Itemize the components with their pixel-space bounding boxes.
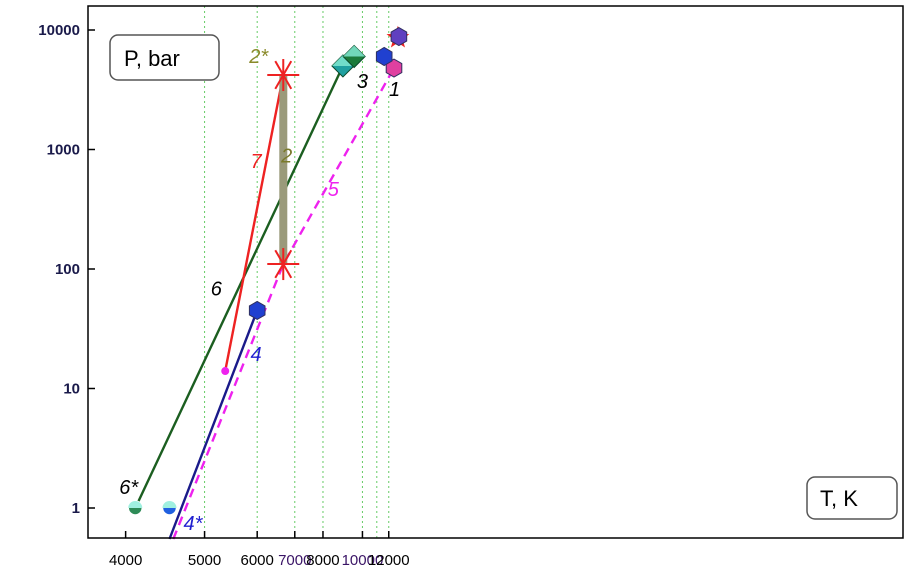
x-tick-label: 5000 [188, 552, 221, 569]
x-tick-label: 8000 [306, 552, 339, 569]
series-line-7 [224, 74, 285, 372]
x-tick-label: 10000 [342, 552, 384, 569]
marker-label: 4* [183, 513, 203, 535]
grid [204, 6, 390, 538]
series-label: 4 [250, 344, 261, 366]
y-axis-label: P, bar [124, 46, 180, 71]
y-axis-ticks: 1 10 100 1000 10000 [38, 22, 95, 517]
series-label: 2 [280, 145, 292, 167]
xlabel-box: T, K [806, 476, 898, 520]
series-label: 6 [211, 279, 223, 301]
y-tick-label: 10 [63, 381, 80, 398]
marker [248, 300, 266, 320]
y-tick-label: 10000 [38, 22, 80, 39]
series-line-4 [168, 309, 259, 540]
marker-highlight [343, 45, 366, 57]
ylabel-box: P, bar [109, 34, 220, 81]
marker-6-star-highlight [128, 501, 143, 508]
marker [267, 248, 300, 281]
marker-3-highlight [331, 54, 354, 66]
marker-label: 3 [357, 71, 368, 93]
y-tick-label: 100 [55, 261, 80, 278]
series-label: 7 [250, 151, 262, 173]
marker [221, 367, 230, 376]
x-tick-label: 4000 [109, 552, 142, 569]
marker-label: 2* [248, 46, 269, 68]
series-line-5 [172, 67, 396, 540]
markers-layer [127, 25, 410, 516]
marker-label: 6* [119, 477, 139, 499]
series-layer [134, 65, 396, 540]
x-tick-label: 12000 [368, 552, 410, 569]
y-tick-label: 1000 [47, 142, 80, 159]
plot-background [88, 6, 903, 538]
marker-4-star-highlight [162, 501, 177, 508]
marker-label: 1 [389, 79, 400, 101]
x-tick-label: 7000 [278, 552, 311, 569]
marker [375, 46, 393, 67]
series-label: 5 [328, 179, 340, 201]
plot-frame [87, 5, 904, 539]
series-line-6 [134, 65, 344, 509]
marker [390, 27, 408, 47]
marker-2-star [267, 59, 300, 92]
x-axis-label: T, K [820, 486, 858, 511]
y-tick-label: 1 [72, 500, 80, 517]
annotations-layer: 6* 4* 2* 3 1 6 4 5 7 2 [119, 46, 400, 535]
x-tick-label: 6000 [241, 552, 274, 569]
